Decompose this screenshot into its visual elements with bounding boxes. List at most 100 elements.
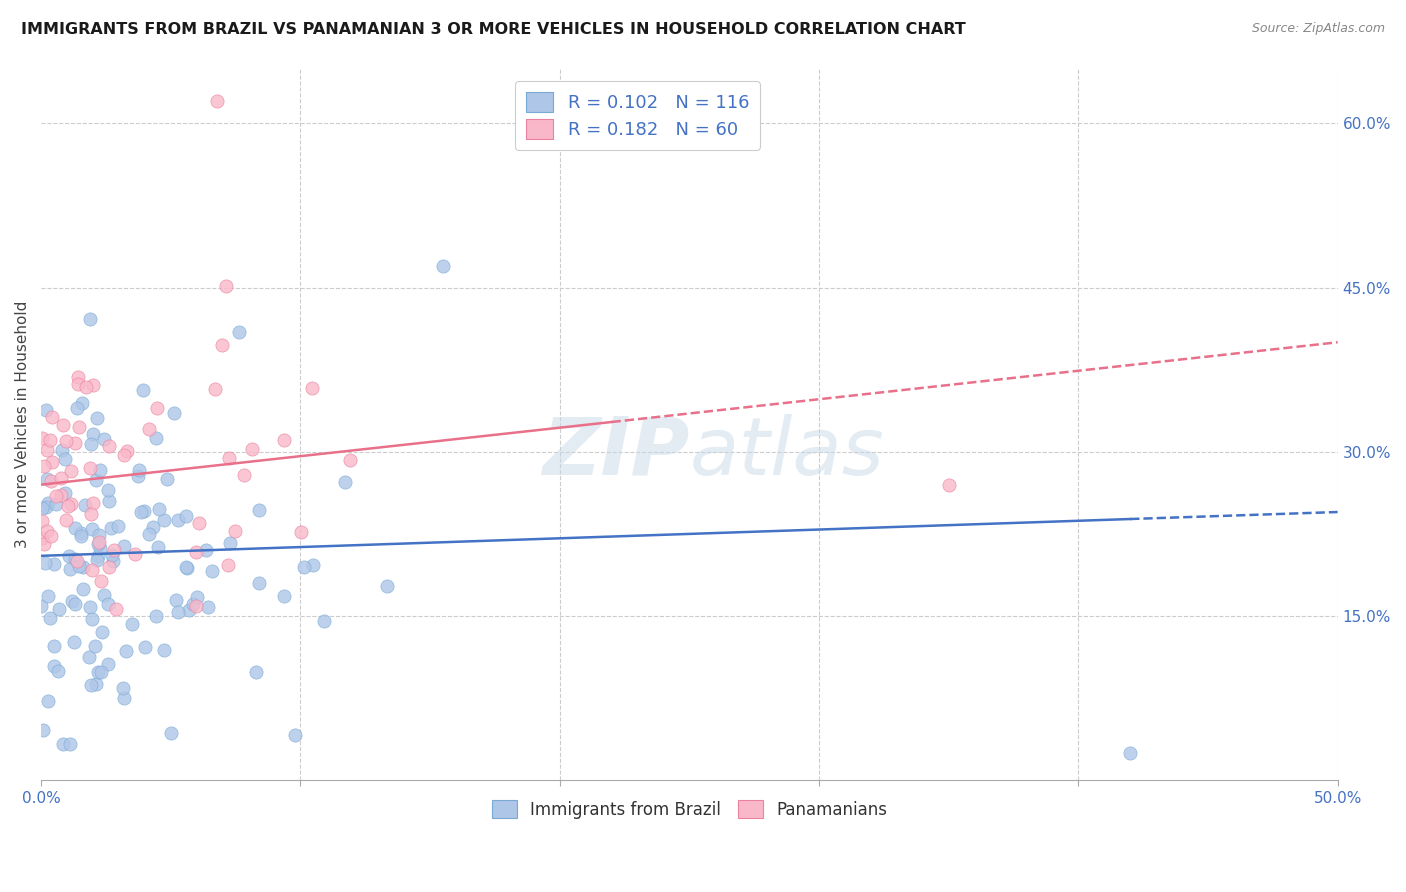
Point xyxy=(97,657,120,671)
Point xyxy=(52,418,75,433)
Point xyxy=(49,488,72,502)
Point xyxy=(79,649,101,664)
Point xyxy=(211,338,233,352)
Point xyxy=(195,542,218,557)
Point xyxy=(127,469,149,483)
Point xyxy=(55,451,77,466)
Point xyxy=(32,723,55,737)
Point xyxy=(112,691,135,706)
Point xyxy=(44,557,66,571)
Point xyxy=(89,528,111,542)
Point xyxy=(146,401,169,416)
Point xyxy=(59,562,82,576)
Point xyxy=(60,594,83,608)
Point xyxy=(294,559,316,574)
Point xyxy=(101,548,124,562)
Point xyxy=(30,599,52,613)
Point xyxy=(91,624,114,639)
Point xyxy=(115,444,138,458)
Point xyxy=(39,474,62,488)
Point xyxy=(32,459,55,474)
Point xyxy=(112,540,135,554)
Point xyxy=(218,451,240,466)
Point xyxy=(75,380,97,394)
Point xyxy=(58,549,80,563)
Point xyxy=(284,728,307,742)
Point xyxy=(302,558,325,572)
Point xyxy=(89,541,111,555)
Point xyxy=(55,434,77,449)
Point xyxy=(66,401,89,416)
Point xyxy=(52,738,75,752)
Point xyxy=(60,497,83,511)
Point xyxy=(31,431,53,445)
Point xyxy=(186,545,208,559)
Point xyxy=(37,443,59,458)
Point xyxy=(31,531,53,545)
Point xyxy=(93,432,115,446)
Point xyxy=(128,463,150,477)
Point xyxy=(142,520,165,534)
Point xyxy=(87,535,110,549)
Point xyxy=(273,433,295,447)
Point xyxy=(34,556,56,570)
Point xyxy=(86,665,108,679)
Point xyxy=(146,540,169,554)
Point xyxy=(111,681,134,695)
Point xyxy=(112,448,135,462)
Point xyxy=(103,542,125,557)
Point xyxy=(53,485,76,500)
Point xyxy=(163,406,186,420)
Point xyxy=(37,693,59,707)
Point xyxy=(174,509,197,524)
Point xyxy=(228,326,250,340)
Point xyxy=(65,436,87,450)
Point xyxy=(153,512,176,526)
Point xyxy=(31,500,53,515)
Point xyxy=(72,396,94,410)
Point xyxy=(70,528,93,542)
Point xyxy=(186,590,208,604)
Point xyxy=(62,635,84,649)
Point xyxy=(86,410,108,425)
Point xyxy=(79,312,101,326)
Point xyxy=(97,494,120,508)
Point xyxy=(245,665,267,679)
Point xyxy=(80,436,103,450)
Point xyxy=(80,507,103,521)
Point xyxy=(121,616,143,631)
Point xyxy=(84,677,107,691)
Point xyxy=(39,434,62,448)
Point xyxy=(240,442,263,456)
Point xyxy=(177,603,200,617)
Point xyxy=(219,536,242,550)
Point xyxy=(207,95,229,109)
Text: IMMIGRANTS FROM BRAZIL VS PANAMANIAN 3 OR MORE VEHICLES IN HOUSEHOLD CORRELATION: IMMIGRANTS FROM BRAZIL VS PANAMANIAN 3 O… xyxy=(21,22,966,37)
Point xyxy=(69,526,91,541)
Point xyxy=(132,383,155,397)
Point xyxy=(31,514,53,528)
Point xyxy=(87,549,110,564)
Point xyxy=(32,536,55,550)
Point xyxy=(312,614,335,628)
Point xyxy=(72,582,94,596)
Point xyxy=(82,427,104,442)
Point xyxy=(176,560,198,574)
Point xyxy=(72,559,94,574)
Point xyxy=(37,496,59,510)
Point xyxy=(35,524,58,539)
Point xyxy=(45,489,67,503)
Point xyxy=(188,516,211,530)
Point xyxy=(131,505,153,519)
Point xyxy=(98,559,121,574)
Point xyxy=(145,430,167,444)
Point xyxy=(115,643,138,657)
Point xyxy=(148,501,170,516)
Point xyxy=(58,499,80,513)
Point xyxy=(82,377,104,392)
Point xyxy=(73,498,96,512)
Point xyxy=(339,453,361,467)
Point xyxy=(273,589,295,603)
Point xyxy=(59,737,82,751)
Point xyxy=(55,513,77,527)
